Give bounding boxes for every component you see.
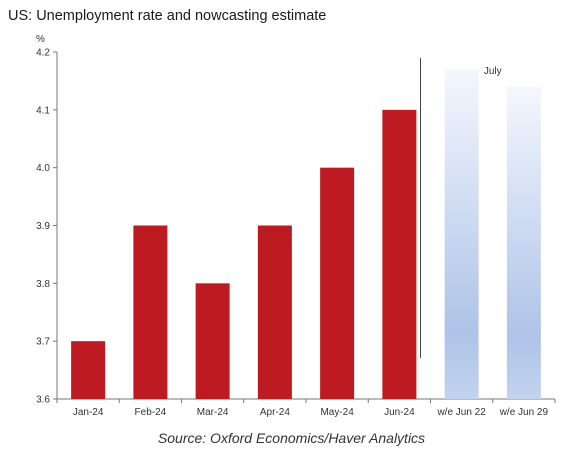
x-tick-label: w/e Jun 29 (499, 407, 549, 418)
nowcast-bar-7 (506, 86, 541, 399)
y-tick-label: 3.9 (36, 221, 50, 232)
chart-title: US: Unemployment rate and nowcasting est… (8, 8, 327, 24)
x-tick-label: May-24 (320, 407, 354, 418)
y-axis-unit-label: % (36, 34, 45, 45)
y-tick-label: 3.8 (36, 279, 50, 290)
y-tick-label: 4.0 (36, 163, 50, 174)
x-tick-label: Jun-24 (384, 407, 415, 418)
bar-2 (195, 283, 230, 399)
bar-3 (257, 225, 292, 399)
bar-5 (382, 109, 417, 399)
x-tick-label: w/e Jun 22 (436, 407, 486, 418)
bar-4 (320, 167, 355, 399)
x-tick-label: Feb-24 (135, 407, 167, 418)
x-tick-label: Mar-24 (197, 407, 229, 418)
annotation-july-label: July (484, 66, 502, 77)
bar-1 (133, 225, 168, 399)
x-tick-label: Jan-24 (73, 407, 104, 418)
x-tick-label: Apr-24 (260, 407, 290, 418)
nowcast-bar-6 (444, 69, 479, 399)
y-tick-label: 4.2 (36, 48, 50, 59)
y-tick-label: 3.7 (36, 337, 50, 348)
y-tick-label: 4.1 (36, 105, 50, 116)
bar-0 (71, 341, 106, 399)
source-note: Source: Oxford Economics/Haver Analytics (157, 430, 426, 446)
y-tick-label: 3.6 (36, 395, 50, 406)
